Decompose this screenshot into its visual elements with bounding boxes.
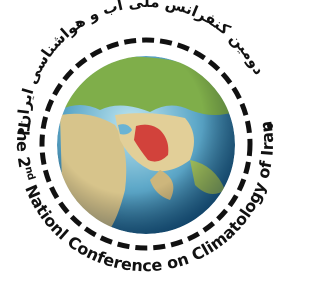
english-prefix: The 2 <box>13 118 34 169</box>
globe <box>57 56 240 240</box>
logo: دومین کنفرانس ملی آب و هواشناسی ایران Th… <box>0 0 285 281</box>
